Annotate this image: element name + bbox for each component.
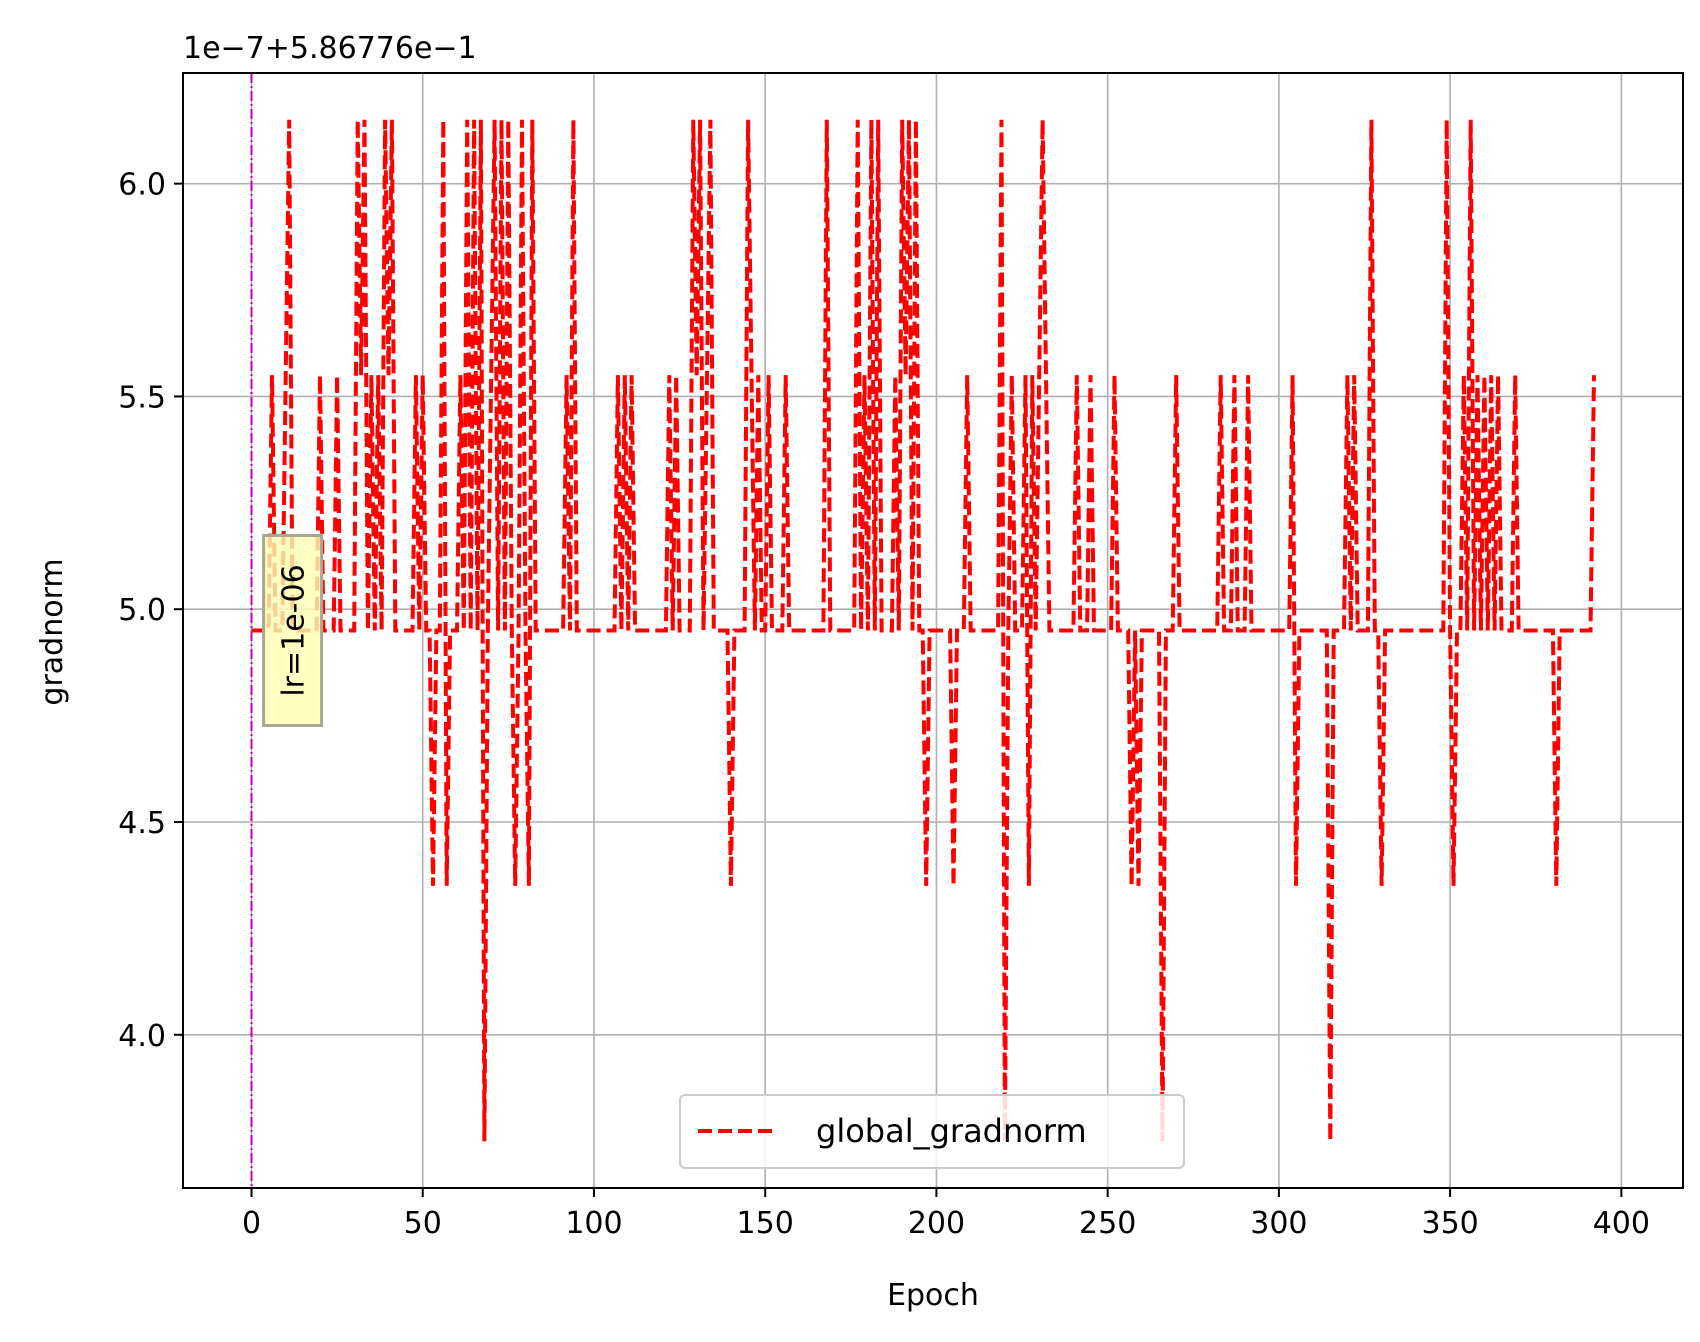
- x-axis-label: Epoch: [887, 1278, 979, 1313]
- lr-annotation-group: lr=1e-06: [264, 536, 322, 726]
- y-axis-offset-label: 1e−7+5.86776e−1: [183, 31, 477, 66]
- x-tick-label: 250: [1079, 1206, 1136, 1241]
- x-tick-label: 200: [908, 1206, 965, 1241]
- x-tick-label: 350: [1421, 1206, 1478, 1241]
- x-tick-label: 0: [242, 1206, 261, 1241]
- lr-annotation-text: lr=1e-06: [277, 564, 312, 696]
- y-axis-label: gradnorm: [35, 558, 70, 705]
- y-tick-label: 5.5: [118, 380, 166, 415]
- x-tick-label: 150: [737, 1206, 794, 1241]
- x-tick-label: 50: [404, 1206, 442, 1241]
- y-tick-label: 4.5: [118, 806, 166, 841]
- y-tick-label: 6.0: [118, 168, 166, 203]
- y-tick-label: 5.0: [118, 593, 166, 628]
- lr-annotation: lr=1e-06: [264, 536, 322, 726]
- y-tick-label: 4.0: [118, 1019, 166, 1054]
- legend-label-global-gradnorm: global_gradnorm: [816, 1112, 1087, 1150]
- x-tick-label: 400: [1593, 1206, 1650, 1241]
- x-tick-label: 300: [1250, 1206, 1307, 1241]
- legend: global_gradnorm: [680, 1095, 1184, 1168]
- x-tick-label: 100: [565, 1206, 622, 1241]
